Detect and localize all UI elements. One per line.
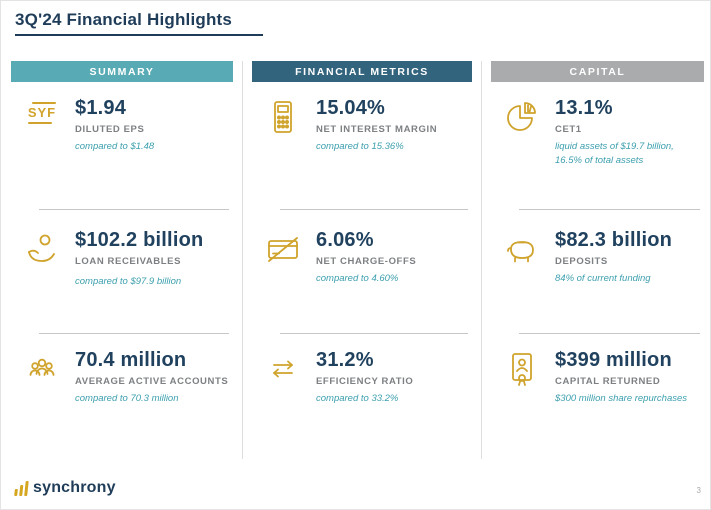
title-underline (15, 34, 263, 36)
financial-metrics-column: FINANCIAL METRICS 15.04% NET INTEREST MA… (252, 61, 472, 459)
brand-name: synchrony (33, 479, 116, 496)
metric-value: 13.1% (555, 97, 613, 119)
capital-column: CAPITAL 13.1% CET1 liquid assets of $19.… (491, 61, 704, 459)
hand-coin-icon (19, 229, 65, 289)
metric-efficiency-ratio: 31.2% EFFICIENCY RATIO compared to 33.2% (260, 349, 472, 406)
summary-header: SUMMARY (11, 61, 233, 82)
metric-note: $300 million share repurchases (555, 393, 688, 404)
metric-label: DILUTED EPS (75, 124, 145, 135)
metric-note: liquid assets of $19.7 billion, (555, 141, 674, 152)
page-number: 3 (696, 486, 701, 495)
metric-label: DEPOSITS (555, 256, 608, 267)
metric-label: EFFICIENCY RATIO (316, 376, 414, 387)
double-arrow-icon (260, 349, 306, 406)
metric-value: 6.06% (316, 229, 374, 251)
metric-value: 70.4 million (75, 349, 187, 371)
people-group-icon (19, 349, 65, 406)
metric-note: 84% of current funding (555, 273, 651, 284)
metric-note: compared to 33.2% (316, 393, 399, 404)
metric-value: 31.2% (316, 349, 374, 371)
summary-column: SUMMARY SYF $1.94 DILUTED EPS compared t… (11, 61, 233, 459)
metric-label: NET CHARGE-OFFS (316, 256, 417, 267)
divider (519, 209, 700, 210)
column-divider (242, 61, 243, 459)
metric-diluted-eps: SYF $1.94 DILUTED EPS compared to $1.48 (19, 97, 233, 154)
metric-net-charge-offs: 6.06% NET CHARGE-OFFS compared to 4.60% (260, 229, 472, 286)
metric-deposits: $82.3 billion DEPOSITS 84% of current fu… (499, 229, 704, 286)
divider (39, 333, 229, 334)
column-divider (481, 61, 482, 459)
metric-value: 15.04% (316, 97, 386, 119)
metric-note: compared to 15.36% (316, 141, 404, 152)
metric-label: AVERAGE ACTIVE ACCOUNTS (75, 376, 229, 387)
metric-note: 16.5% of total assets (555, 155, 644, 167)
metric-label: NET INTEREST MARGIN (316, 124, 438, 135)
metric-loan-receivables: $102.2 billion LOAN RECEIVABLES compared… (19, 229, 233, 289)
metric-note: compared to $97.9 billion (75, 276, 182, 287)
metric-capital-returned: $399 million CAPITAL RETURNED $300 milli… (499, 349, 704, 406)
page-title: 3Q'24 Financial Highlights (15, 10, 233, 29)
pie-chart-icon (499, 97, 545, 169)
divider (280, 333, 468, 334)
piggy-bank-icon (499, 229, 545, 286)
metric-note: compared to $1.48 (75, 141, 155, 152)
synchrony-logo-icon (14, 480, 29, 496)
certificate-icon (499, 349, 545, 406)
metric-net-interest-margin: 15.04% NET INTEREST MARGIN compared to 1… (260, 97, 472, 154)
metric-value: $399 million (555, 349, 672, 371)
metric-label: CAPITAL RETURNED (555, 376, 661, 387)
metric-note: compared to 70.3 million (75, 393, 179, 404)
capital-header: CAPITAL (491, 61, 704, 82)
metric-note: compared to 4.60% (316, 273, 399, 284)
footer: synchrony (14, 475, 116, 501)
calculator-icon (260, 97, 306, 154)
divider (519, 333, 700, 334)
financial-metrics-header: FINANCIAL METRICS (252, 61, 472, 82)
metric-value: $102.2 billion (75, 229, 204, 251)
divider (39, 209, 229, 210)
divider (280, 209, 468, 210)
metric-value: $1.94 (75, 97, 127, 119)
credit-card-slash-icon (260, 229, 306, 286)
metric-value: $82.3 billion (555, 229, 673, 251)
metric-label: CET1 (555, 124, 582, 135)
metric-average-active-accounts: 70.4 million AVERAGE ACTIVE ACCOUNTS com… (19, 349, 233, 406)
metric-label: LOAN RECEIVABLES (75, 256, 182, 267)
syf-ticker-icon: SYF (19, 97, 65, 154)
metric-cet1: 13.1% CET1 liquid assets of $19.7 billio… (499, 97, 704, 169)
